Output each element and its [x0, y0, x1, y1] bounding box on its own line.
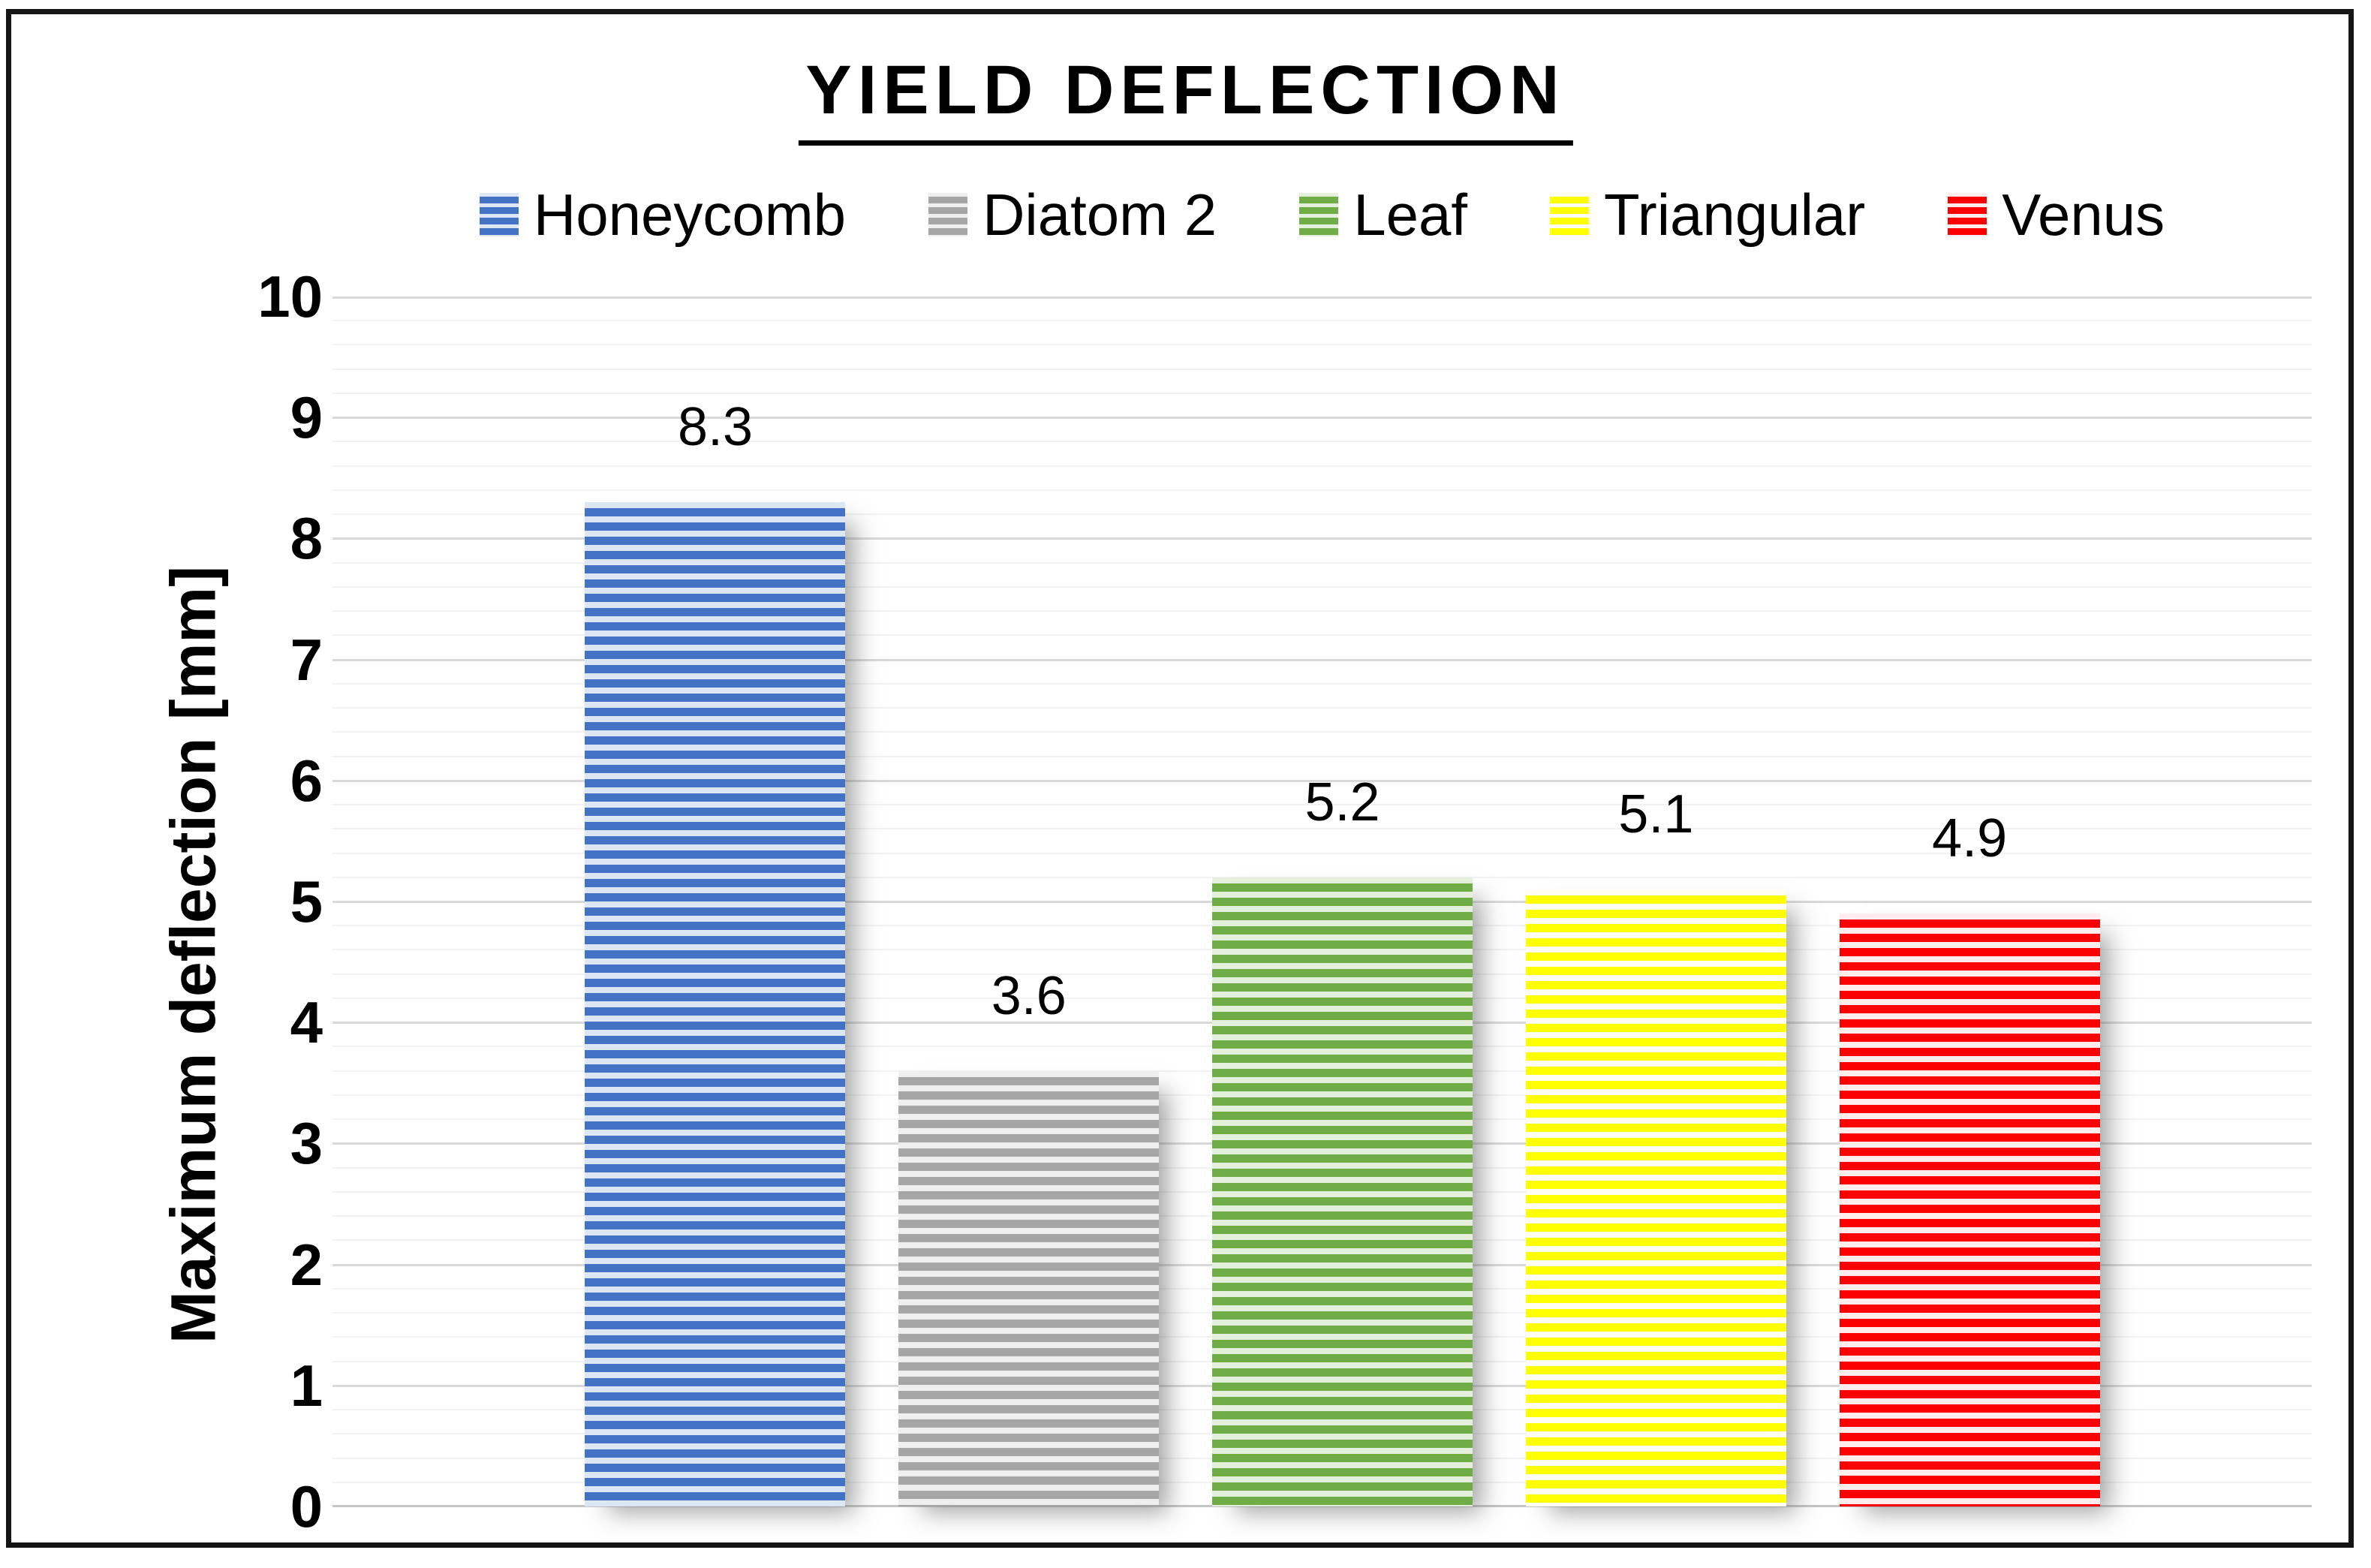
bar-venus — [1839, 913, 2100, 1506]
gridline-minor — [332, 828, 2312, 830]
chart-title: YIELD DEFLECTION — [798, 51, 1573, 146]
y-tick-label: 3 — [290, 1110, 323, 1177]
legend-label: Honeycomb — [533, 182, 847, 248]
gridline-major — [332, 296, 2312, 299]
gridline-minor — [332, 489, 2312, 491]
y-tick-label: 6 — [290, 747, 323, 814]
legend-swatch-icon — [1299, 193, 1339, 236]
gridline-minor — [332, 731, 2312, 733]
bar-triangular — [1525, 889, 1786, 1506]
gridline-minor — [332, 707, 2312, 709]
gridline-minor — [332, 634, 2312, 637]
legend-item-leaf: Leaf — [1299, 185, 1467, 244]
plot-area: 8.3 3.6 5.2 5.1 4.9 — [332, 296, 2312, 1507]
gridline-minor — [332, 585, 2312, 588]
legend-label: Leaf — [1353, 182, 1467, 248]
chart-outer-frame — [6, 9, 2354, 1548]
bar-value-label: 5.1 — [1618, 784, 1694, 844]
gridline-minor — [332, 804, 2312, 806]
legend-item-triangular: Triangular — [1550, 185, 1865, 244]
gridline-minor — [332, 513, 2312, 516]
y-tick-label: 5 — [290, 868, 323, 934]
legend-swatch-icon — [1550, 193, 1589, 236]
gridline-major — [332, 537, 2312, 540]
gridline-minor — [332, 561, 2312, 564]
y-tick-label: 0 — [290, 1473, 323, 1539]
legend-label: Diatom 2 — [982, 182, 1217, 248]
bar-value-label: 8.3 — [677, 397, 754, 458]
gridline-minor — [332, 610, 2312, 612]
gridline-minor — [332, 344, 2312, 346]
legend-label: Triangular — [1604, 182, 1866, 248]
legend-item-honeycomb: Honeycomb — [479, 182, 847, 248]
legend: Honeycomb Diatom 2 Leaf Triangular Venus — [332, 179, 2312, 251]
bar-value-label: 3.6 — [991, 965, 1067, 1026]
legend-item-diatom-2: Diatom 2 — [928, 185, 1217, 244]
gridline-major — [332, 658, 2312, 661]
legend-swatch-icon — [928, 193, 968, 236]
gridline-minor — [332, 682, 2312, 685]
y-tick-label: 8 — [290, 505, 323, 572]
bar-honeycomb — [585, 502, 846, 1506]
y-tick-label: 1 — [290, 1352, 323, 1419]
gridline-minor — [332, 852, 2312, 854]
gridline-minor — [332, 755, 2312, 757]
gridline-minor — [332, 368, 2312, 370]
y-tick-label: 9 — [290, 384, 323, 451]
legend-label: Venus — [2002, 182, 2165, 248]
y-tick-label: 4 — [290, 989, 323, 1056]
legend-swatch-icon — [1948, 193, 1987, 236]
bar-leaf — [1212, 877, 1473, 1506]
bar-value-label: 5.2 — [1304, 772, 1380, 832]
y-tick-label: 2 — [290, 1231, 323, 1298]
gridline-minor — [332, 320, 2312, 322]
gridline-minor — [332, 441, 2312, 443]
gridline-minor — [332, 876, 2312, 878]
y-tick-label: 7 — [290, 626, 323, 693]
gridline-minor — [332, 392, 2312, 394]
bar-value-label: 4.9 — [1932, 808, 2008, 869]
gridline-minor — [332, 465, 2312, 467]
legend-item-venus: Venus — [1948, 185, 2165, 244]
bar-diatom-2 — [898, 1070, 1160, 1506]
y-tick-label: 10 — [257, 263, 323, 330]
legend-swatch-icon — [479, 193, 519, 236]
gridline-major — [332, 779, 2312, 782]
gridline-major — [332, 417, 2312, 420]
